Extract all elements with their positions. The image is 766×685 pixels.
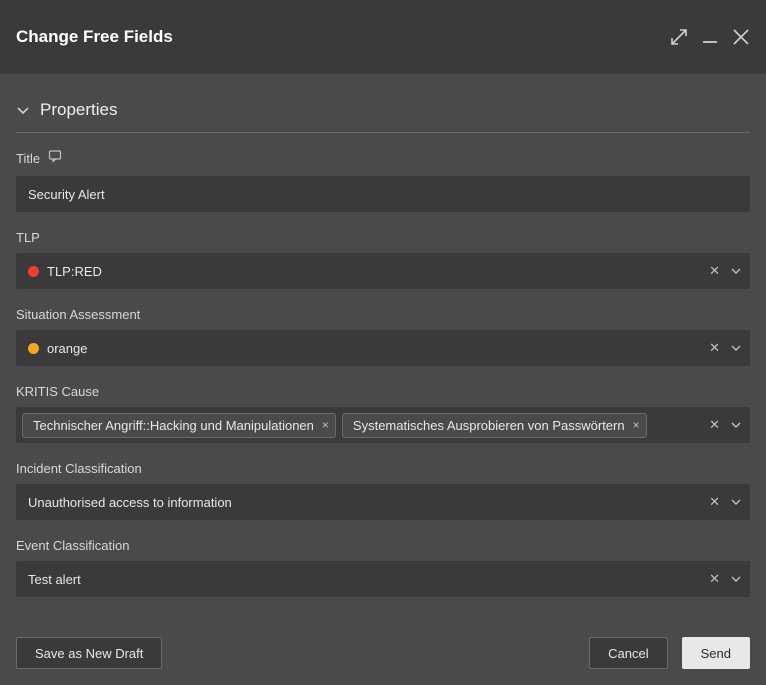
save-draft-button[interactable]: Save as New Draft <box>16 637 162 669</box>
kritis-tag-label: Technischer Angriff::Hacking und Manipul… <box>33 418 314 433</box>
chevron-down-icon <box>16 103 30 117</box>
window-controls <box>670 28 750 46</box>
incident-label: Incident Classification <box>16 461 142 476</box>
kritis-clear-icon[interactable]: ✕ <box>709 417 720 433</box>
field-situation: Situation Assessment orange ✕ <box>16 307 750 366</box>
situation-select[interactable]: orange ✕ <box>16 330 750 366</box>
kritis-label: KRITIS Cause <box>16 384 99 399</box>
chevron-down-icon[interactable] <box>730 342 742 354</box>
cancel-button[interactable]: Cancel <box>589 637 667 669</box>
minimize-icon[interactable] <box>702 29 718 45</box>
dialog-title: Change Free Fields <box>16 27 173 47</box>
section-title: Properties <box>40 100 117 120</box>
situation-value: orange <box>47 341 87 356</box>
kritis-select[interactable]: Technischer Angriff::Hacking und Manipul… <box>16 407 750 443</box>
situation-label: Situation Assessment <box>16 307 140 322</box>
tlp-dot-icon <box>28 266 39 277</box>
section-header-properties[interactable]: Properties <box>16 90 750 133</box>
dialog-content: Properties Title TLP TLP:RED ✕ <box>0 74 766 597</box>
event-select[interactable]: Test alert ✕ <box>16 561 750 597</box>
tlp-clear-icon[interactable]: ✕ <box>709 263 720 279</box>
event-value: Test alert <box>28 572 81 587</box>
close-icon[interactable] <box>732 28 750 46</box>
incident-select[interactable]: Unauthorised access to information ✕ <box>16 484 750 520</box>
kritis-tag-label: Systematisches Ausprobieren von Passwört… <box>353 418 625 433</box>
incident-value: Unauthorised access to information <box>28 495 232 510</box>
kritis-tag: Technischer Angriff::Hacking und Manipul… <box>22 413 336 438</box>
tag-remove-icon[interactable]: × <box>633 418 640 432</box>
chevron-down-icon[interactable] <box>730 573 742 585</box>
dialog-header: Change Free Fields <box>0 0 766 74</box>
field-title: Title <box>16 149 750 212</box>
expand-icon[interactable] <box>670 28 688 46</box>
chevron-down-icon[interactable] <box>730 419 742 431</box>
title-label: Title <box>16 151 40 166</box>
event-clear-icon[interactable]: ✕ <box>709 571 720 587</box>
tlp-label: TLP <box>16 230 40 245</box>
kritis-tag: Systematisches Ausprobieren von Passwört… <box>342 413 647 438</box>
dialog-footer: Save as New Draft Cancel Send <box>16 637 750 669</box>
event-label: Event Classification <box>16 538 129 553</box>
tag-remove-icon[interactable]: × <box>322 418 329 432</box>
comment-icon[interactable] <box>48 149 62 168</box>
field-event: Event Classification Test alert ✕ <box>16 538 750 597</box>
situation-dot-icon <box>28 343 39 354</box>
send-button[interactable]: Send <box>682 637 750 669</box>
chevron-down-icon[interactable] <box>730 496 742 508</box>
incident-clear-icon[interactable]: ✕ <box>709 494 720 510</box>
field-kritis: KRITIS Cause Technischer Angriff::Hackin… <box>16 384 750 443</box>
chevron-down-icon[interactable] <box>730 265 742 277</box>
title-input[interactable] <box>16 176 750 212</box>
tlp-value: TLP:RED <box>47 264 102 279</box>
tlp-select[interactable]: TLP:RED ✕ <box>16 253 750 289</box>
situation-clear-icon[interactable]: ✕ <box>709 340 720 356</box>
field-incident: Incident Classification Unauthorised acc… <box>16 461 750 520</box>
field-tlp: TLP TLP:RED ✕ <box>16 230 750 289</box>
